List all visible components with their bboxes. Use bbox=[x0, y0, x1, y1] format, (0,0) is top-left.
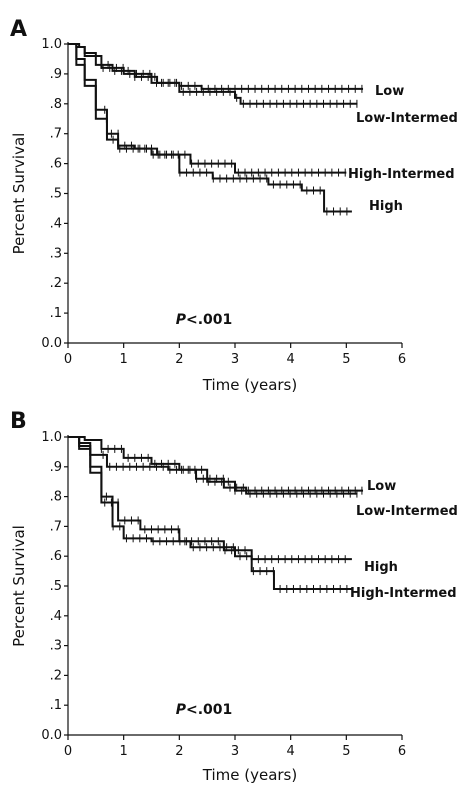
panel-b: B 0 1 2 3 4 5 6 0.0 .1 .2 .3 .4 .5 .6 .7 .8 .9 1.0 Time (ye… bbox=[10, 409, 458, 784]
y-tick-label: .1 bbox=[50, 306, 62, 321]
series-label: Low-Intermed bbox=[356, 111, 458, 126]
y-tick-label: .3 bbox=[50, 639, 62, 654]
y-axis-label: Percent Survival bbox=[10, 133, 28, 255]
y-tick-label: 1.0 bbox=[41, 37, 62, 52]
y-tick-label: .8 bbox=[50, 490, 62, 505]
survival-curve-low-intermed bbox=[68, 43, 358, 105]
x-axis-label: Time (years) bbox=[202, 376, 297, 394]
x-tick-label: 1 bbox=[120, 744, 128, 759]
p-value-symbol: P bbox=[176, 702, 187, 718]
y-tick-label: 0.0 bbox=[41, 336, 62, 351]
y-tick-label: .9 bbox=[50, 67, 62, 82]
x-tick-label: 6 bbox=[398, 744, 406, 759]
panel-letter: A bbox=[10, 17, 27, 42]
y-tick-label: .5 bbox=[50, 187, 62, 202]
y-axis-label: Percent Survival bbox=[10, 525, 28, 647]
panel-letter: B bbox=[10, 409, 27, 434]
series-label: Low bbox=[367, 479, 396, 494]
survival-curve-high-intermed bbox=[68, 436, 352, 590]
x-tick-label: 5 bbox=[342, 352, 350, 367]
series-label: High-Intermed bbox=[348, 167, 455, 182]
y-tick-label: .3 bbox=[50, 246, 62, 261]
y-tick-label: .2 bbox=[50, 668, 62, 683]
x-tick-label: 4 bbox=[287, 352, 295, 367]
y-tick-label: 0.0 bbox=[41, 728, 62, 743]
y-tick-label: .1 bbox=[50, 698, 62, 713]
survival-curve-low bbox=[68, 43, 364, 90]
y-tick-label: .6 bbox=[50, 157, 62, 172]
x-tick-label: 3 bbox=[231, 352, 239, 367]
y-tick-label: .8 bbox=[50, 97, 62, 112]
y-tick-label: .9 bbox=[50, 460, 62, 475]
x-tick-label: 2 bbox=[175, 352, 183, 367]
y-tick-label: .4 bbox=[50, 609, 62, 624]
series-label: Low bbox=[375, 84, 404, 99]
x-tick-label: 0 bbox=[64, 352, 72, 367]
series-label: High-Intermed bbox=[350, 586, 457, 601]
y-tick-label: .7 bbox=[50, 127, 62, 142]
survival-curve-high-intermed bbox=[68, 43, 347, 174]
p-value-text: <.001 bbox=[186, 312, 232, 328]
p-value-symbol: P bbox=[176, 312, 187, 328]
survival-curve-low-intermed bbox=[68, 436, 358, 495]
x-tick-label: 4 bbox=[287, 744, 295, 759]
x-tick-label: 5 bbox=[342, 744, 350, 759]
series-label: High bbox=[369, 199, 403, 214]
survival-curve-high bbox=[68, 436, 352, 561]
series-label: High bbox=[364, 560, 398, 575]
survival-curve-high bbox=[68, 43, 352, 213]
y-tick-label: .5 bbox=[50, 579, 62, 594]
y-tick-label: .7 bbox=[50, 519, 62, 534]
y-tick-label: .6 bbox=[50, 549, 62, 564]
y-tick-label: .4 bbox=[50, 216, 62, 231]
x-tick-label: 6 bbox=[398, 352, 406, 367]
series-label: Low-Intermed bbox=[356, 504, 458, 519]
x-tick-label: 1 bbox=[120, 352, 128, 367]
y-tick-label: .2 bbox=[50, 276, 62, 291]
x-tick-label: 3 bbox=[231, 744, 239, 759]
p-value-label: P<.001 bbox=[176, 312, 233, 328]
survival-curve-low bbox=[68, 436, 364, 492]
x-tick-label: 0 bbox=[64, 744, 72, 759]
x-axis-label: Time (years) bbox=[202, 766, 297, 784]
panel-a: A 0 1 2 3 4 5 6 0.0 .1 .2 .3 .4 .5 .6 .7 .8 .9 1.0 Time (ye… bbox=[10, 17, 458, 394]
y-tick-label: 1.0 bbox=[41, 430, 62, 445]
p-value-text: <.001 bbox=[186, 702, 232, 718]
x-tick-label: 2 bbox=[175, 744, 183, 759]
p-value-label: P<.001 bbox=[176, 702, 233, 718]
